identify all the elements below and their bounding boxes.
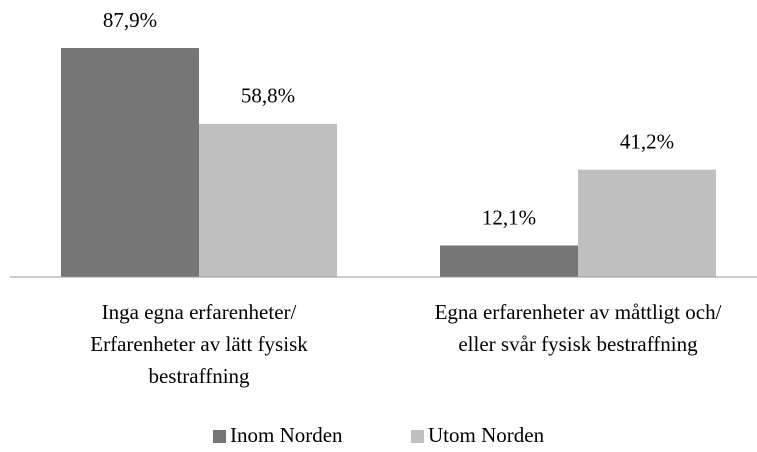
legend-label: Inom Norden [230,423,343,447]
category-label: bestraffning [148,364,250,388]
category-label: Erfarenheter av lätt fysisk [90,332,308,356]
value-label: 41,2% [620,129,674,153]
category-label: Egna erfarenheter av måttligt och/ [435,300,722,324]
category-label: Inga egna erfarenheter/ [102,300,297,324]
legend-swatch [411,430,424,443]
category-label: eller svår fysisk bestraffning [458,332,698,356]
legend-label: Utom Norden [428,423,545,447]
bar [199,123,337,278]
value-label: 12,1% [482,205,536,229]
bar [440,245,578,277]
value-label: 58,8% [241,84,295,108]
legend-swatch [213,430,226,443]
bar [578,169,716,277]
bar [61,48,199,277]
value-label: 87,9% [103,8,157,32]
